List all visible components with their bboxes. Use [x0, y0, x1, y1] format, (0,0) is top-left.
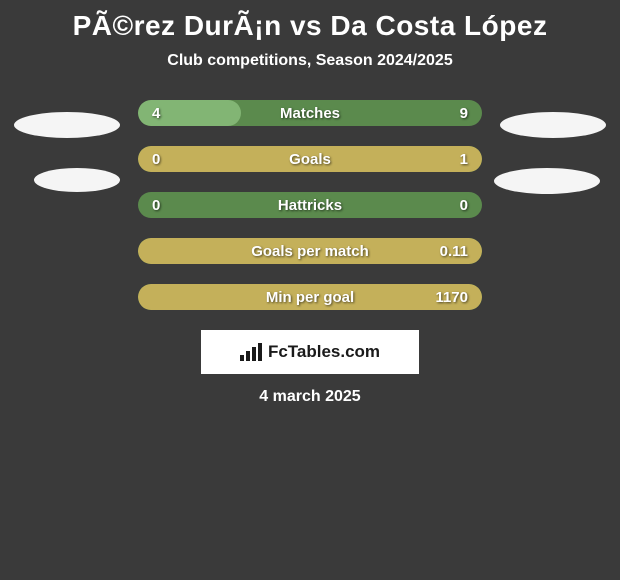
bar-label: Matches — [138, 100, 482, 126]
plate — [34, 168, 120, 192]
subtitle: Club competitions, Season 2024/2025 — [0, 52, 620, 70]
bar-label: Hattricks — [138, 192, 482, 218]
page-title: PÃ©rez DurÃ¡n vs Da Costa López — [0, 10, 620, 42]
stat-bar: Min per goal1170 — [138, 284, 482, 310]
bar-right-value: 1170 — [435, 284, 468, 310]
bar-label: Goals — [138, 146, 482, 172]
right-plates — [500, 112, 606, 194]
bar-right-value: 9 — [460, 100, 468, 126]
comparison-card: PÃ©rez DurÃ¡n vs Da Costa López Club com… — [0, 0, 620, 416]
bar-label: Goals per match — [138, 238, 482, 264]
plate — [500, 112, 606, 138]
date-label: 4 march 2025 — [0, 388, 620, 406]
stat-bar: 0Goals1 — [138, 146, 482, 172]
bar-right-value: 0 — [460, 192, 468, 218]
bar-label: Min per goal — [138, 284, 482, 310]
plate — [14, 112, 120, 138]
bar-right-value: 0.11 — [440, 238, 468, 264]
plate — [494, 168, 600, 194]
logo-text: FcTables.com — [268, 342, 380, 362]
logo-chart-icon — [240, 343, 262, 361]
stat-bar: Goals per match0.11 — [138, 238, 482, 264]
stat-bar: 4Matches9 — [138, 100, 482, 126]
logo-box: FcTables.com — [201, 330, 419, 374]
bar-right-value: 1 — [460, 146, 468, 172]
stat-bar: 0Hattricks0 — [138, 192, 482, 218]
left-plates — [14, 112, 120, 192]
stat-bars: 4Matches90Goals10Hattricks0Goals per mat… — [138, 100, 482, 310]
stats-area: 4Matches90Goals10Hattricks0Goals per mat… — [0, 100, 620, 310]
